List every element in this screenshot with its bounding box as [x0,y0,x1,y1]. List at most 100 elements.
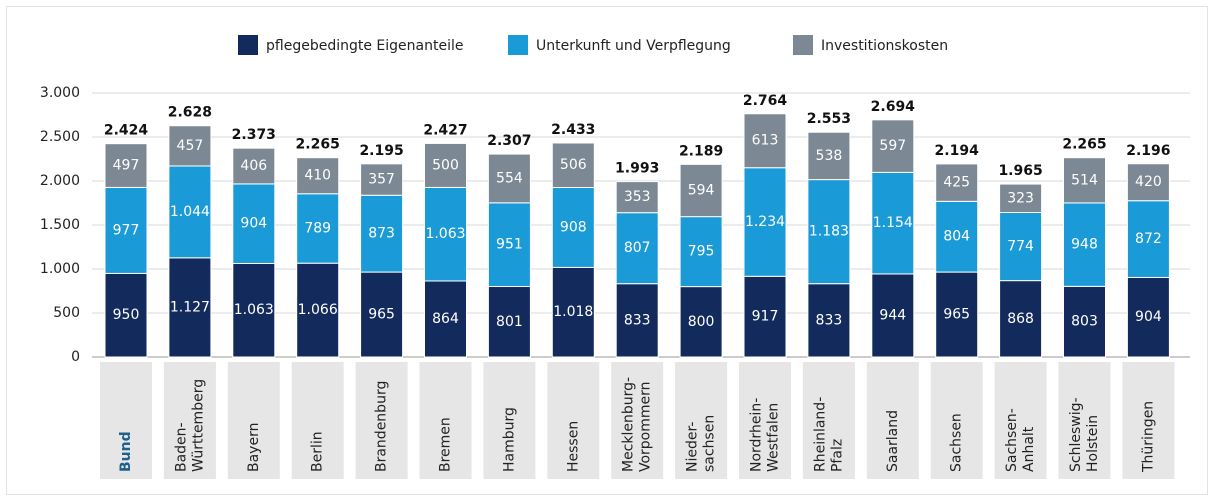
total-label: 2.373 [232,127,276,143]
category-box [675,362,728,479]
x-tick-label: sachsen [702,415,718,472]
bar-segment [296,193,340,264]
bar-segment [615,212,659,285]
category-box [994,362,1047,479]
total-label: 2.195 [359,143,403,159]
bar-segment [743,275,787,358]
total-label: 2.764 [743,93,788,109]
segment-label: 801 [496,314,523,330]
bar-segment [168,257,212,358]
category-box [739,362,791,479]
bar-segment [807,283,851,358]
segment-label: 410 [304,168,331,184]
segment-label: 868 [1007,311,1034,327]
segment-label: 774 [1007,239,1034,255]
segment-label: 1.063 [234,302,274,318]
segment-label: 538 [816,148,843,164]
category-box [866,362,919,479]
x-tick-label: Westfalen [766,403,782,472]
legend-label: Unterkunft und Verpflegung [536,38,731,54]
segment-label: 950 [113,307,140,323]
x-tick-label: Vorpommern [638,381,654,472]
segment-label: 506 [560,157,587,173]
bar-segment [999,212,1043,282]
segment-label: 497 [113,158,140,174]
bar-segment [871,119,915,173]
category-box [419,362,472,479]
bar-segment [743,167,787,277]
segment-label: 795 [688,244,715,260]
y-tick-label: 0 [71,349,80,365]
bar-segment [807,179,851,285]
x-tick-label: Pfalz [829,439,845,472]
total-label: 2.553 [807,111,851,127]
bar-segment [168,165,212,259]
segment-label: 353 [624,189,651,205]
bar-segment [1063,285,1106,358]
x-tick-label: Brandenburg [374,381,390,472]
bar-segment [1126,163,1170,202]
segment-label: 977 [113,222,140,238]
x-tick-label: Baden- [173,422,189,472]
bar-segment [807,131,851,181]
category-box [163,362,216,479]
bar-segment [424,280,467,358]
total-label: 2.265 [296,137,340,153]
y-tick-label: 3.000 [40,85,80,101]
bar-segment [679,163,723,218]
segment-label: 908 [560,219,587,235]
bar-segment [615,283,659,358]
bar-segment [935,200,979,273]
x-tick-label: Anhalt [1021,426,1037,472]
category-box [291,362,344,479]
category-box [611,362,664,479]
segment-label: 554 [496,170,523,186]
segment-label: 872 [1135,231,1162,247]
category-box [802,362,855,479]
bar-segment [487,286,531,358]
segment-label: 594 [688,183,715,199]
total-label: 1.965 [998,163,1042,179]
bar-segment [232,262,276,358]
segment-label: 406 [240,158,267,174]
segment-label: 1.066 [298,302,338,318]
total-label: 2.265 [1062,137,1106,153]
segment-label: 951 [496,237,523,253]
bar-segment [615,181,659,214]
segment-label: 500 [432,157,459,173]
segment-label: 944 [879,307,906,323]
segment-label: 425 [943,175,970,191]
segment-label: 904 [1135,309,1162,325]
segment-label: 917 [752,309,779,325]
bar-segment [104,186,148,274]
bar-segment [1126,200,1170,278]
x-tick-label: Bund [118,431,134,472]
x-tick-label: Berlin [310,431,326,472]
segment-label: 1.154 [873,215,913,231]
segment-label: 323 [1007,190,1034,206]
bar-segment [551,142,595,189]
segment-label: 864 [432,311,459,327]
bar-segment [935,271,979,358]
segment-label: 457 [177,138,204,154]
category-box [227,362,280,479]
segment-label: 1.044 [170,204,210,220]
x-tick-label: Saarland [885,410,901,472]
segment-label: 904 [240,216,267,232]
bar-segment [551,266,595,358]
total-label: 2.628 [168,105,212,121]
bar-segment [935,163,979,202]
bar-segment [232,183,276,264]
segment-label: 807 [624,240,651,256]
category-box [1058,362,1111,479]
segment-label: 1.183 [809,224,849,240]
segment-label: 789 [304,220,331,236]
category-box [930,362,983,479]
bar-segment [1063,157,1106,204]
segment-label: 965 [368,307,395,323]
segment-label: 873 [368,226,395,242]
segment-label: 357 [368,172,395,188]
total-label: 2.424 [104,123,149,139]
bar-segment [296,157,340,195]
